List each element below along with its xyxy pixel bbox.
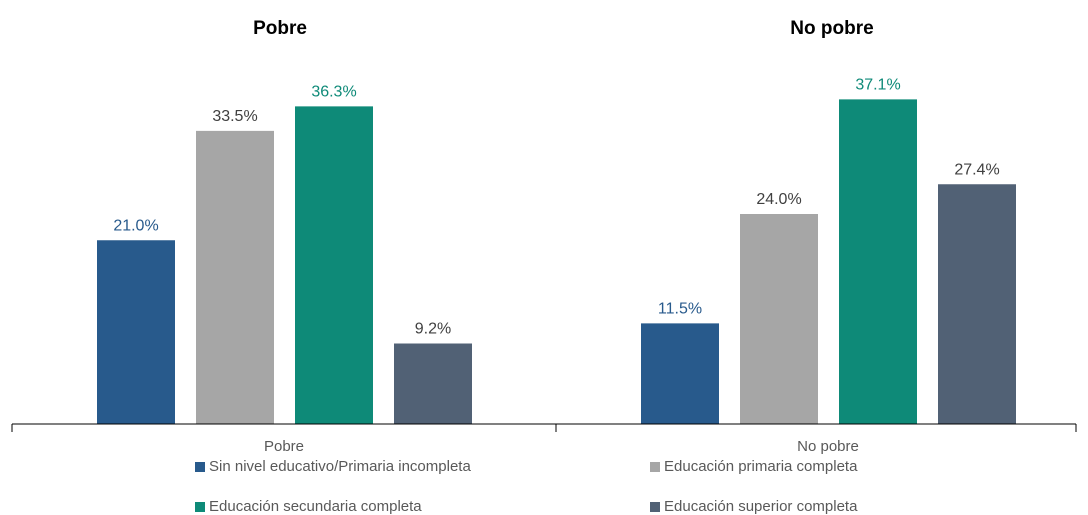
value-label-3-1: 36.3% bbox=[311, 83, 356, 100]
bar-4-2 bbox=[938, 184, 1016, 424]
bar-2-2 bbox=[740, 214, 818, 424]
value-label-1-2: 11.5% bbox=[658, 300, 702, 317]
value-label-3-2: 37.1% bbox=[855, 76, 900, 93]
group-title-2: No pobre bbox=[790, 18, 873, 39]
bar-1-1 bbox=[97, 240, 175, 424]
value-label-4-1: 9.2% bbox=[415, 321, 451, 338]
bar-3-2 bbox=[839, 99, 917, 424]
bar-2-1 bbox=[196, 130, 274, 424]
value-label-2-1: 33.5% bbox=[212, 108, 257, 125]
bar-1-2 bbox=[641, 323, 719, 424]
value-label-2-2: 24.0% bbox=[756, 191, 801, 208]
bar-4-1 bbox=[394, 343, 472, 424]
value-label-4-2: 27.4% bbox=[954, 161, 999, 178]
group-title-1: Pobre bbox=[253, 18, 307, 39]
bar-3-1 bbox=[295, 106, 373, 424]
value-label-1-1: 21.0% bbox=[113, 217, 158, 234]
category-label-1: Pobre bbox=[264, 438, 304, 455]
category-label-2: No pobre bbox=[797, 438, 859, 455]
